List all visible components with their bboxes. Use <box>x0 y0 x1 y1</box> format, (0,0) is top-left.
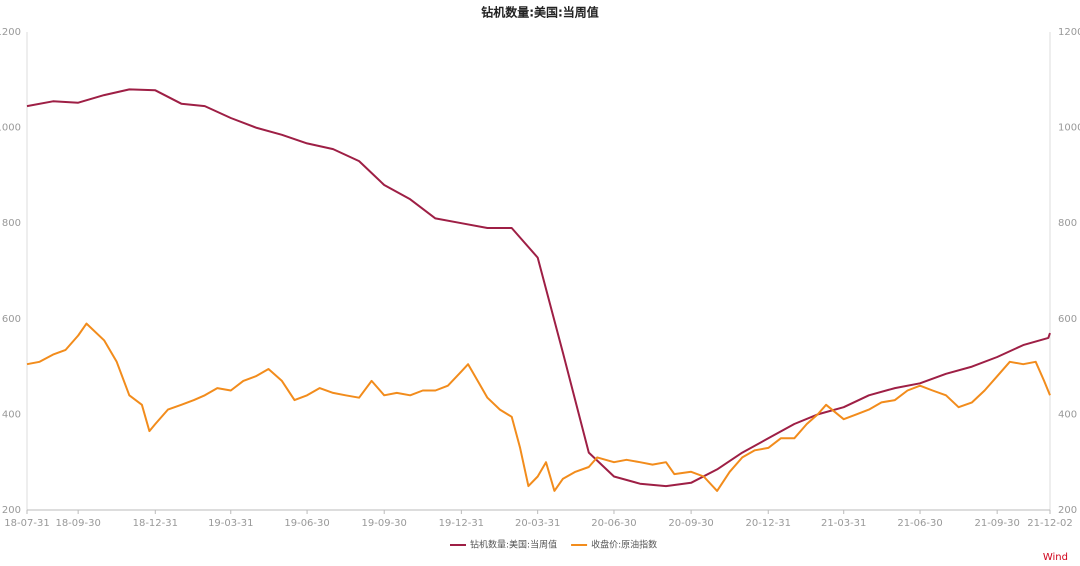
y-tick-label: 1200 <box>0 27 21 38</box>
chart-title: 钻机数量:美国:当周值 <box>481 5 599 20</box>
x-tick-label: 21-12-02 <box>1027 518 1072 529</box>
x-tick-label: 20-12-31 <box>746 518 791 529</box>
y-tick-label: 1000 <box>0 123 21 134</box>
x-tick-label: 18-07-31 <box>4 518 49 529</box>
legend-label: 钻机数量:美国:当周值 <box>470 539 557 551</box>
x-tick-label: 21-09-30 <box>974 518 1019 529</box>
x-tick-label: 21-03-31 <box>821 518 866 529</box>
series-line <box>26 88 1051 488</box>
y-tick-label: 200 <box>2 505 21 516</box>
x-tick-label: 18-09-30 <box>55 518 100 529</box>
y2-tick-label: 1000 <box>1058 123 1080 134</box>
y-tick-label: 600 <box>2 314 21 325</box>
y2-tick-label: 800 <box>1058 218 1077 229</box>
x-tick-label: 20-03-31 <box>515 518 560 529</box>
y2-tick-label: 200 <box>1058 505 1077 516</box>
x-tick-label: 20-09-30 <box>668 518 713 529</box>
source: Wind <box>1043 552 1068 563</box>
x-tick-label: 21-06-30 <box>897 518 942 529</box>
y2-tick-label: 400 <box>1058 409 1077 420</box>
x-tick-label: 18-12-31 <box>133 518 178 529</box>
y2-tick-label: 600 <box>1058 314 1077 325</box>
y-tick-label: 800 <box>2 218 21 229</box>
legend-label: 收盘价:原油指数 <box>591 539 657 551</box>
series-line <box>26 322 1051 492</box>
x-tick-label: 19-09-30 <box>362 518 407 529</box>
x-tick-label: 20-06-30 <box>591 518 636 529</box>
x-tick-label: 19-12-31 <box>439 518 484 529</box>
y-tick-label: 400 <box>2 409 21 420</box>
x-tick-label: 19-03-31 <box>208 518 253 529</box>
x-tick-label: 19-06-30 <box>284 518 329 529</box>
y2-tick-label: 1200 <box>1058 27 1080 38</box>
